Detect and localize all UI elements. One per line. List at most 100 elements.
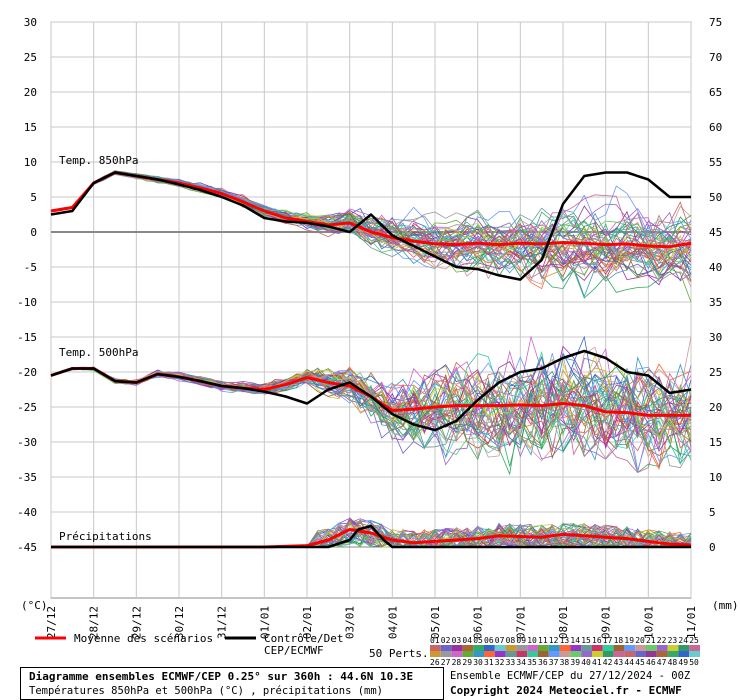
legend-member-number: 42 xyxy=(603,658,613,667)
x-tick-label: 01/01 xyxy=(258,606,271,639)
y-tick-label-left: -30 xyxy=(17,436,37,449)
y-tick-label-left: -15 xyxy=(17,331,37,344)
legend-member-number: 47 xyxy=(657,658,667,667)
legend-member-number: 29 xyxy=(462,658,472,667)
legend-member-number: 03 xyxy=(452,636,462,645)
legend-member-swatch xyxy=(635,645,646,651)
legend-member-number: 34 xyxy=(516,658,526,667)
y-tick-label-right: 0 xyxy=(709,541,716,554)
x-tick-label: 06/01 xyxy=(472,606,485,639)
chart-axes: 27/12 28/12 29/12 30/12 31/12 01/01 02/01 03/01… xyxy=(17,16,738,639)
legend-member-swatch xyxy=(440,645,452,651)
x-tick-label: 07/01 xyxy=(514,606,527,639)
legend-member-number: 48 xyxy=(668,658,678,667)
y-tick-label-right: 45 xyxy=(709,226,722,239)
legend-member-number: 44 xyxy=(624,658,634,667)
legend-member-swatch xyxy=(462,651,474,657)
legend-member-swatch xyxy=(570,645,582,651)
control-line-t500 xyxy=(50,349,692,432)
legend-member-number: 13 xyxy=(560,636,570,645)
y-tick-label-left: 30 xyxy=(24,16,37,29)
x-tick-label: 30/12 xyxy=(173,606,186,639)
legend-member-number: 41 xyxy=(592,658,602,667)
panel-label-t850: Temp. 850hPa xyxy=(59,154,138,167)
legend-member-swatch xyxy=(484,645,495,651)
y-tick-label-left: -40 xyxy=(17,506,37,519)
control-line-t850 xyxy=(50,171,691,281)
y-tick-label-right: 25 xyxy=(709,366,722,379)
panel-label-t500: Temp. 500hPa xyxy=(59,346,138,359)
member-line-t850 xyxy=(50,172,692,278)
legend-member-swatch xyxy=(430,651,441,657)
legend-member-swatch xyxy=(613,645,625,651)
y-tick-label-left: -20 xyxy=(17,366,37,379)
y-tick-label-right: 10 xyxy=(709,471,722,484)
legend-member-number: 50 xyxy=(689,658,699,667)
legend-member-swatch xyxy=(538,645,549,651)
legend-member-swatch xyxy=(473,645,484,651)
y-tick-label-left: -35 xyxy=(17,471,37,484)
member-line-t850 xyxy=(50,172,692,259)
y-tick-label-right: 30 xyxy=(709,331,722,344)
x-tick-label: 29/12 xyxy=(130,606,143,639)
legend-member-number: 45 xyxy=(635,658,645,667)
member-line-t850 xyxy=(50,171,692,278)
legend-member-number: 39 xyxy=(570,658,580,667)
x-tick-label: 31/12 xyxy=(216,606,229,639)
legend-member-number: 09 xyxy=(516,636,526,645)
legend-member-swatch xyxy=(602,651,614,657)
y-tick-label-left: -25 xyxy=(17,401,37,414)
legend-member-number: 18 xyxy=(614,636,624,645)
legend-member-number: 10 xyxy=(527,636,537,645)
legend-member-number: 26 xyxy=(430,658,440,667)
footer-title-box: Diagramme ensembles ECMWF/CEP 0.25° sur … xyxy=(20,667,444,700)
legend-member-number: 14 xyxy=(570,636,580,645)
legend-member-number: 11 xyxy=(538,636,548,645)
legend-member-swatch xyxy=(689,651,700,657)
legend-member-number: 02 xyxy=(441,636,451,645)
legend-member-swatch xyxy=(667,651,679,657)
x-tick-label: 27/12 xyxy=(45,606,58,639)
legend-member-swatch xyxy=(527,645,538,651)
legend-member-number: 30 xyxy=(473,658,483,667)
y-tick-label-right: 5 xyxy=(709,506,716,519)
legend-member-swatch xyxy=(516,645,528,651)
legend-member-number: 04 xyxy=(462,636,472,645)
legend-member-swatch xyxy=(581,651,592,657)
legend-member-swatch xyxy=(635,651,646,657)
legend-member-swatch xyxy=(613,651,625,657)
legend-member-number: 28 xyxy=(452,658,462,667)
legend-member-swatch xyxy=(440,651,452,657)
legend-member-swatch xyxy=(538,651,549,657)
y-tick-label-left: 10 xyxy=(24,156,37,169)
legend-member-number: 08 xyxy=(506,636,516,645)
legend-member-number: 01 xyxy=(430,636,440,645)
run-info: Ensemble ECMWF/CEP du 27/12/2024 - 00Z xyxy=(450,670,691,682)
y-tick-label-right: 20 xyxy=(709,401,722,414)
legend-member-swatch xyxy=(559,645,571,651)
legend-control-label: Contrôle/Det xyxy=(264,632,343,645)
member-line-t500 xyxy=(50,367,692,460)
legend-member-swatch xyxy=(656,645,668,651)
legend-member-swatch xyxy=(494,651,506,657)
legend-member-number: 37 xyxy=(549,658,559,667)
x-tick-label: 02/01 xyxy=(301,606,314,639)
ensemble-members xyxy=(50,170,692,548)
y-tick-label-left: 25 xyxy=(24,51,37,64)
legend-control-label-2: CEP/ECMWF xyxy=(264,644,324,657)
legend-member-swatch xyxy=(484,651,495,657)
legend-member-swatch xyxy=(667,645,679,651)
legend-member-number: 07 xyxy=(495,636,505,645)
legend-member-swatch xyxy=(505,645,517,651)
legend-member-swatch xyxy=(559,651,571,657)
legend-member-swatch xyxy=(462,645,474,651)
legend-member-swatch xyxy=(678,651,690,657)
y-tick-label-right: 15 xyxy=(709,436,722,449)
legend-member-swatch xyxy=(430,645,441,651)
member-line-t500 xyxy=(50,367,692,458)
legend-member-swatch xyxy=(570,651,582,657)
legend-member-number: 35 xyxy=(527,658,537,667)
y-tick-label-left: 15 xyxy=(24,121,37,134)
legend-member-number: 21 xyxy=(646,636,656,645)
legend-member-number: 49 xyxy=(678,658,688,667)
